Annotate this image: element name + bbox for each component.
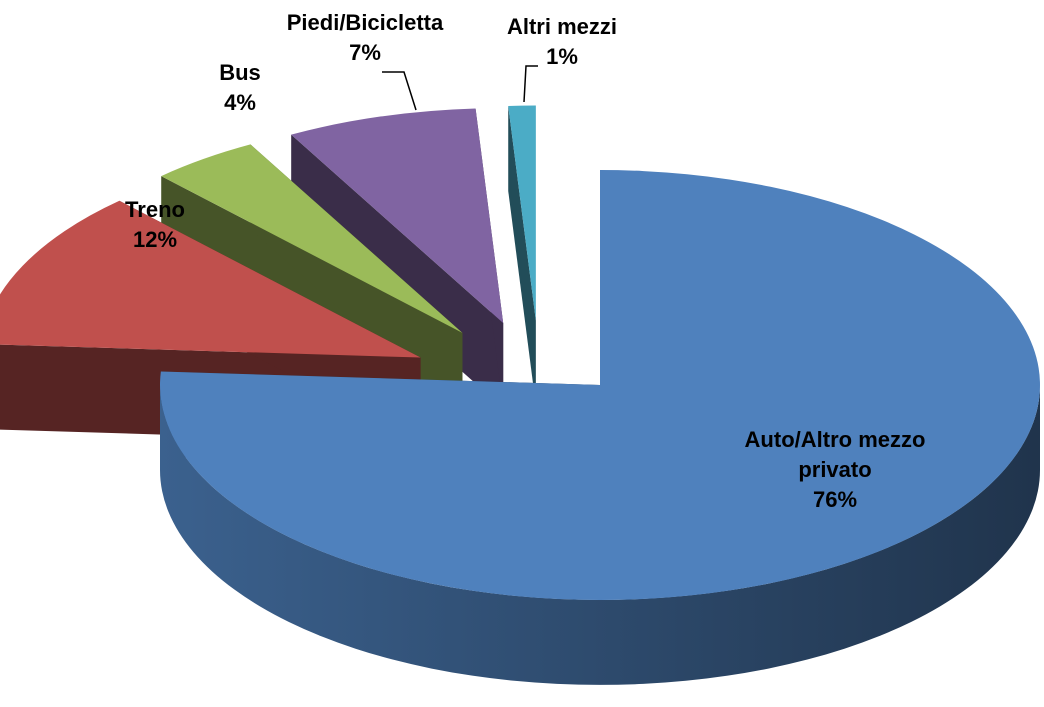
value-label: 76% (812, 487, 858, 512)
slice-label: Treno 12% (125, 195, 185, 255)
category-label: Auto/Altro mezzo privato (744, 427, 926, 482)
slice (291, 108, 504, 324)
category-label: Treno (125, 197, 185, 222)
slice-label: Bus 4% (219, 58, 261, 118)
leader-line (382, 71, 417, 111)
slice-edge (160, 385, 1040, 685)
category-label: Bus (219, 60, 261, 85)
slice (508, 105, 536, 321)
leader-line (523, 65, 538, 103)
slice-label: Piedi/Bicicletta 7% (287, 8, 444, 68)
value-label: 4% (224, 90, 256, 115)
slice-label: Altri mezzi 1% (507, 12, 617, 72)
category-label: Altri mezzi (506, 14, 618, 39)
slice-label: Auto/Altro mezzo privato 76% (730, 425, 940, 515)
slice (160, 170, 1041, 600)
value-label: 7% (349, 40, 381, 65)
slice (0, 200, 421, 358)
value-label: 12% (132, 227, 178, 252)
slice (161, 144, 463, 333)
slice (160, 170, 1041, 685)
slice (508, 105, 536, 406)
slice-side (508, 105, 536, 406)
category-label: Piedi/Bicicletta (286, 10, 444, 35)
value-label: 1% (546, 44, 578, 69)
